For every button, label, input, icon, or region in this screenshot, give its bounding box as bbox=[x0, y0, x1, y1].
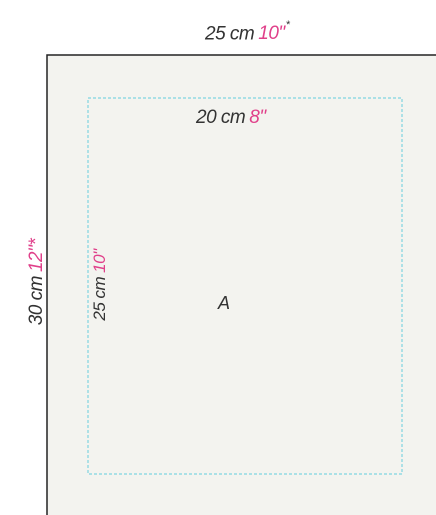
frame-border bbox=[46, 54, 436, 515]
panel-letter: A bbox=[218, 293, 230, 313]
outer-height-dimension: 30 cm 12"* bbox=[26, 239, 48, 326]
print-height-cm: 25 cm bbox=[90, 276, 109, 321]
outer-height-inch: 12"* bbox=[26, 238, 47, 273]
outer-width-dimension: 25 cm 10"* bbox=[205, 19, 290, 45]
print-width-cm: 20 cm bbox=[196, 107, 246, 128]
print-width-inch: 8" bbox=[249, 107, 266, 128]
outer-height-cm: 30 cm bbox=[26, 276, 47, 326]
outer-width-cm: 25 cm bbox=[205, 23, 255, 45]
print-area-outline bbox=[87, 97, 403, 475]
print-height-dimension: 25 cm 10" bbox=[90, 249, 110, 320]
print-height-inch: 10" bbox=[90, 249, 109, 273]
frame-panel bbox=[47, 55, 436, 515]
outer-width-mark: * bbox=[285, 19, 290, 31]
print-width-dimension: 20 cm 8" bbox=[196, 107, 266, 129]
outer-width-inch: 10" bbox=[258, 23, 285, 45]
